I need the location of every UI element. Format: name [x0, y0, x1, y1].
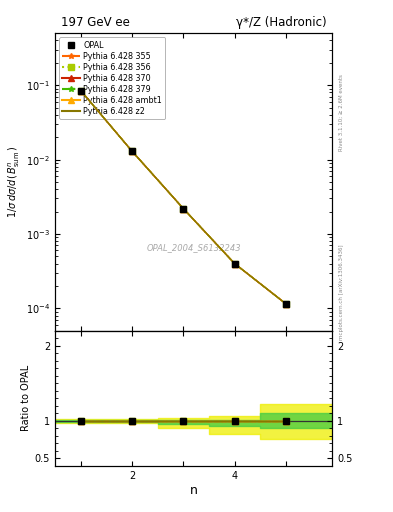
Pythia 6.428 370	[283, 301, 288, 307]
Pythia 6.428 379	[78, 88, 83, 94]
Y-axis label: $1/\sigma\,d\sigma/d(\,B^n_{\rm sum}\,)$: $1/\sigma\,d\sigma/d(\,B^n_{\rm sum}\,)$	[6, 146, 22, 218]
Text: OPAL_2004_S6132243: OPAL_2004_S6132243	[146, 243, 241, 252]
Text: 197 GeV ee: 197 GeV ee	[61, 16, 129, 29]
Pythia 6.428 355	[283, 301, 288, 307]
Pythia 6.428 z2	[232, 261, 237, 267]
Pythia 6.428 z2	[283, 301, 288, 307]
Pythia 6.428 379	[130, 148, 134, 154]
Pythia 6.428 370	[232, 261, 237, 267]
Pythia 6.428 z2	[130, 148, 134, 154]
Pythia 6.428 355	[130, 148, 134, 154]
Pythia 6.428 379	[283, 301, 288, 307]
Pythia 6.428 370	[130, 148, 134, 154]
Line: Pythia 6.428 379: Pythia 6.428 379	[78, 88, 289, 307]
Pythia 6.428 356	[78, 88, 83, 94]
Pythia 6.428 356	[283, 301, 288, 307]
Line: Pythia 6.428 z2: Pythia 6.428 z2	[81, 91, 286, 304]
Pythia 6.428 ambt1	[130, 148, 134, 154]
Pythia 6.428 z2	[78, 88, 83, 94]
Pythia 6.428 355	[181, 205, 185, 211]
X-axis label: n: n	[189, 483, 198, 497]
Line: Pythia 6.428 ambt1: Pythia 6.428 ambt1	[78, 88, 289, 307]
Pythia 6.428 ambt1	[181, 205, 185, 211]
Pythia 6.428 356	[130, 148, 134, 154]
Text: mcplots.cern.ch [arXiv:1306.3436]: mcplots.cern.ch [arXiv:1306.3436]	[339, 244, 344, 339]
Pythia 6.428 355	[78, 88, 83, 94]
Line: Pythia 6.428 356: Pythia 6.428 356	[78, 88, 289, 307]
Pythia 6.428 370	[78, 88, 83, 94]
Line: Pythia 6.428 370: Pythia 6.428 370	[78, 88, 289, 307]
Pythia 6.428 379	[232, 261, 237, 267]
Pythia 6.428 ambt1	[283, 301, 288, 307]
Pythia 6.428 370	[181, 205, 185, 211]
Text: Rivet 3.1.10; ≥ 2.6M events: Rivet 3.1.10; ≥ 2.6M events	[339, 74, 344, 151]
Legend: OPAL, Pythia 6.428 355, Pythia 6.428 356, Pythia 6.428 370, Pythia 6.428 379, Py: OPAL, Pythia 6.428 355, Pythia 6.428 356…	[59, 37, 165, 119]
Pythia 6.428 355	[232, 261, 237, 267]
Text: γ*/Z (Hadronic): γ*/Z (Hadronic)	[236, 16, 327, 29]
Pythia 6.428 z2	[181, 205, 185, 211]
Pythia 6.428 379	[181, 205, 185, 211]
Y-axis label: Ratio to OPAL: Ratio to OPAL	[20, 365, 31, 432]
Pythia 6.428 ambt1	[78, 88, 83, 94]
Pythia 6.428 356	[232, 261, 237, 267]
Line: Pythia 6.428 355: Pythia 6.428 355	[78, 88, 289, 307]
Pythia 6.428 356	[181, 205, 185, 211]
Pythia 6.428 ambt1	[232, 261, 237, 267]
